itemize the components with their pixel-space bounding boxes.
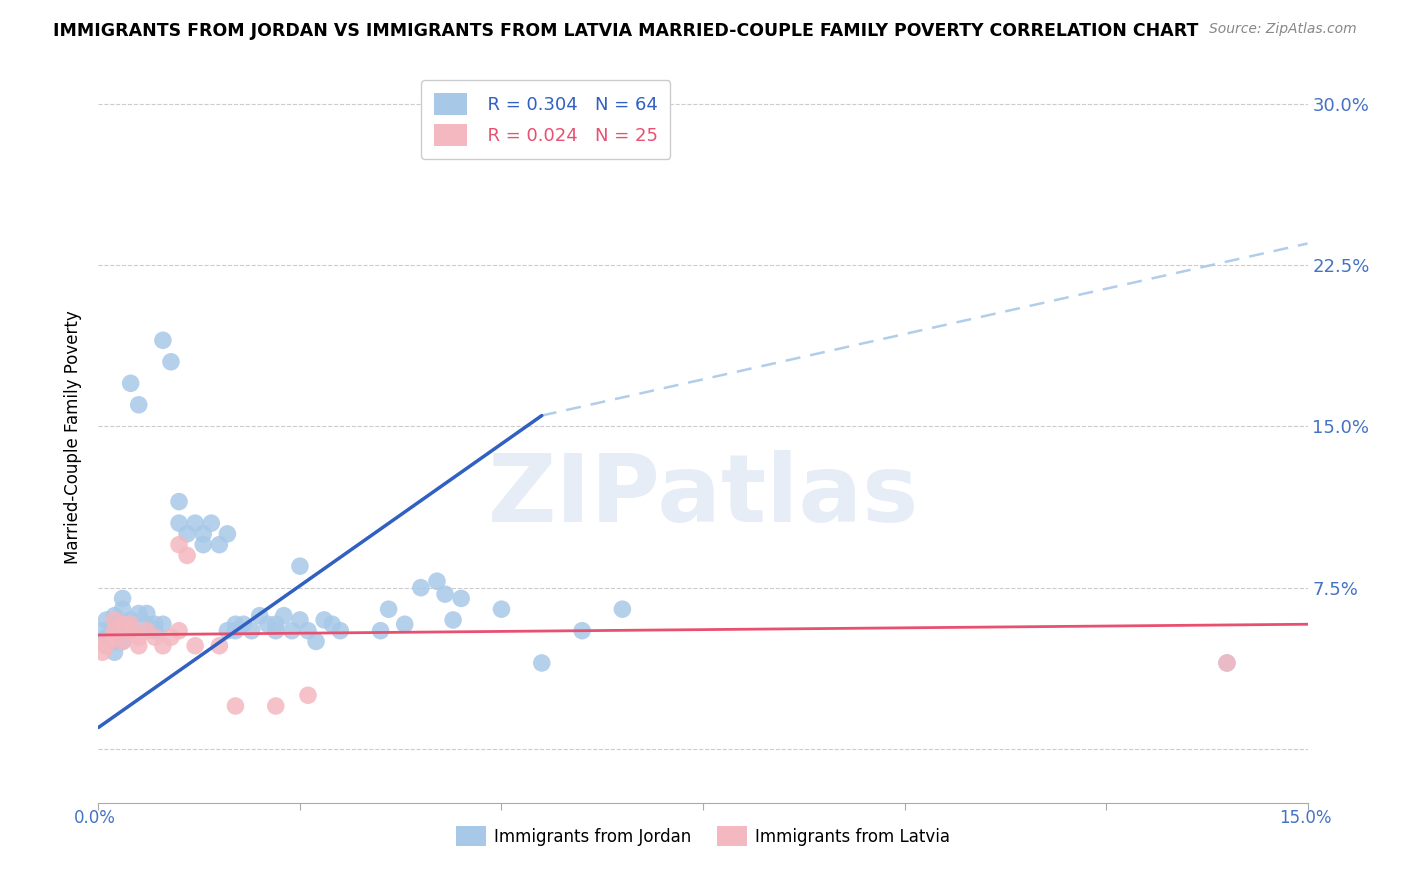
Point — [120, 376, 142, 391]
Point — [111, 634, 134, 648]
Point — [329, 624, 352, 638]
Point — [224, 617, 246, 632]
Point — [208, 538, 231, 552]
Point — [450, 591, 472, 606]
Point — [1216, 656, 1239, 670]
Point — [176, 549, 198, 563]
Point — [96, 630, 118, 644]
Point — [135, 607, 157, 621]
Point — [288, 559, 311, 574]
Point — [128, 398, 150, 412]
Point — [103, 645, 125, 659]
Point — [491, 602, 513, 616]
Point — [167, 624, 190, 638]
Point — [224, 698, 246, 713]
Point — [264, 624, 287, 638]
Point — [111, 602, 134, 616]
Point — [297, 624, 319, 638]
Point — [297, 688, 319, 702]
Point — [530, 656, 553, 670]
Point — [91, 624, 114, 638]
Point — [143, 617, 166, 632]
Point — [184, 639, 207, 653]
Point — [321, 617, 343, 632]
Point — [128, 639, 150, 653]
Point — [103, 624, 125, 638]
Point — [264, 617, 287, 632]
Point — [394, 617, 416, 632]
Point — [200, 516, 222, 530]
Point — [224, 624, 246, 638]
Point — [111, 591, 134, 606]
Point — [120, 613, 142, 627]
Point — [128, 630, 150, 644]
Point — [184, 516, 207, 530]
Point — [96, 634, 118, 648]
Point — [288, 613, 311, 627]
Point — [249, 608, 271, 623]
Point — [152, 617, 174, 632]
Y-axis label: Married-Couple Family Poverty: Married-Couple Family Poverty — [65, 310, 83, 564]
Point — [143, 624, 166, 638]
Point — [167, 494, 190, 508]
Point — [256, 617, 278, 632]
Point — [571, 624, 593, 638]
Point — [217, 527, 239, 541]
Point — [143, 630, 166, 644]
Point — [217, 624, 239, 638]
Point — [135, 624, 157, 638]
Point — [264, 698, 287, 713]
Point — [96, 639, 118, 653]
Point — [208, 639, 231, 653]
Point — [377, 602, 399, 616]
Point — [176, 527, 198, 541]
Point — [103, 630, 125, 644]
Point — [305, 634, 328, 648]
Point — [314, 613, 336, 627]
Point — [612, 602, 634, 616]
Point — [103, 634, 125, 648]
Point — [193, 538, 215, 552]
Point — [232, 617, 254, 632]
Point — [160, 355, 183, 369]
Point — [152, 333, 174, 347]
Point — [120, 624, 142, 638]
Legend: Immigrants from Jordan, Immigrants from Latvia: Immigrants from Jordan, Immigrants from … — [450, 820, 956, 853]
Point — [103, 613, 125, 627]
Point — [167, 538, 190, 552]
Point — [167, 516, 190, 530]
Point — [96, 613, 118, 627]
Point — [281, 624, 304, 638]
Point — [128, 607, 150, 621]
Point — [409, 581, 432, 595]
Text: 15.0%: 15.0% — [1279, 809, 1331, 827]
Point — [111, 634, 134, 648]
Point — [111, 624, 134, 638]
Point — [370, 624, 392, 638]
Point — [193, 527, 215, 541]
Point — [426, 574, 449, 589]
Point — [441, 613, 464, 627]
Point — [111, 617, 134, 632]
Point — [120, 617, 142, 632]
Point — [103, 617, 125, 632]
Text: Source: ZipAtlas.com: Source: ZipAtlas.com — [1209, 22, 1357, 37]
Point — [135, 617, 157, 632]
Text: ZIPatlas: ZIPatlas — [488, 450, 918, 541]
Point — [160, 630, 183, 644]
Point — [91, 645, 114, 659]
Point — [1216, 656, 1239, 670]
Point — [434, 587, 457, 601]
Point — [152, 639, 174, 653]
Text: IMMIGRANTS FROM JORDAN VS IMMIGRANTS FROM LATVIA MARRIED-COUPLE FAMILY POVERTY C: IMMIGRANTS FROM JORDAN VS IMMIGRANTS FRO… — [53, 22, 1199, 40]
Point — [273, 608, 295, 623]
Point — [103, 608, 125, 623]
Point — [96, 639, 118, 653]
Point — [120, 624, 142, 638]
Point — [240, 624, 263, 638]
Text: 0.0%: 0.0% — [75, 809, 117, 827]
